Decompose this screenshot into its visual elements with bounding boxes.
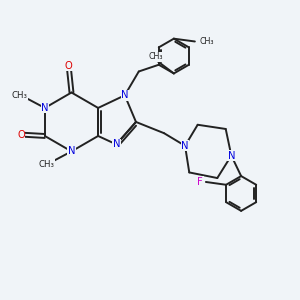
Text: N: N (181, 141, 189, 151)
Text: CH₃: CH₃ (12, 91, 28, 100)
Text: N: N (228, 151, 235, 160)
Text: N: N (121, 90, 128, 100)
Text: F: F (197, 177, 203, 187)
Text: CH₃: CH₃ (199, 37, 214, 46)
Text: CH₃: CH₃ (38, 160, 54, 169)
Text: O: O (17, 130, 25, 140)
Text: N: N (41, 103, 49, 113)
Text: O: O (65, 61, 73, 71)
Text: N: N (68, 146, 75, 156)
Text: N: N (112, 140, 120, 149)
Text: CH₃: CH₃ (148, 52, 163, 61)
